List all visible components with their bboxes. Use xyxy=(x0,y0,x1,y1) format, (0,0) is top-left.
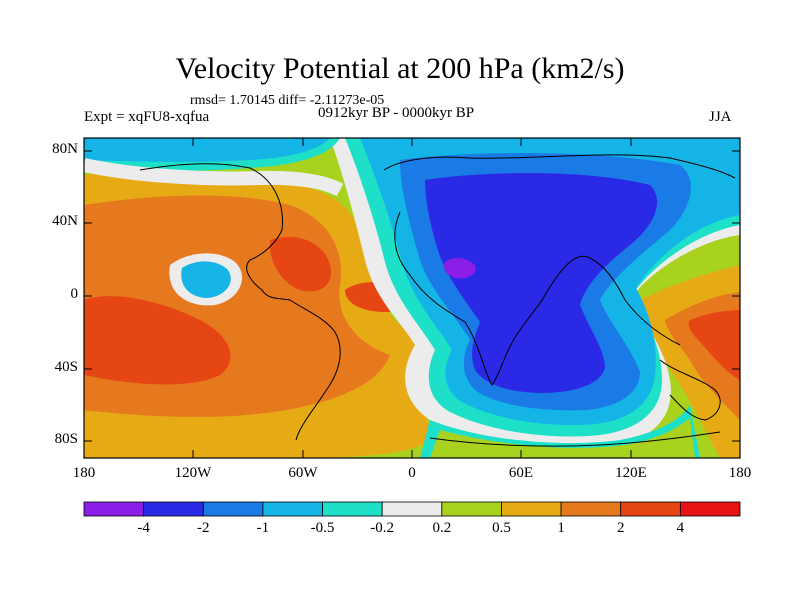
contour-band-south-green xyxy=(430,418,695,458)
contour-band-2-4-caribbean xyxy=(269,236,331,292)
colorbar-label: -2 xyxy=(197,520,210,536)
colorbar-swatch xyxy=(322,501,383,517)
colorbar-swatch xyxy=(501,501,562,517)
colorbar-label: 0.5 xyxy=(492,520,511,536)
experiment-label: Expt = xqFU8-xqfua xyxy=(84,109,210,125)
colorbar-swatch xyxy=(620,501,681,517)
page-title: Velocity Potential at 200 hPa (km2/s) xyxy=(175,52,625,85)
lon-label-60w: 60W xyxy=(288,465,318,481)
lat-label-80n: 80N xyxy=(52,141,78,157)
lon-label-180w: 180 xyxy=(72,465,96,481)
colorbar-swatch xyxy=(381,501,443,517)
contour-band-neg-2-4 xyxy=(425,173,658,393)
contour-band-arctic-inner xyxy=(84,138,330,162)
lat-label-80s: 80S xyxy=(54,431,78,447)
season-label: JJA xyxy=(709,109,732,125)
lon-label-120e: 120E xyxy=(615,465,647,481)
lon-label-120w: 120W xyxy=(174,465,212,481)
contour-band-2-4-pacific xyxy=(84,296,231,385)
lon-label-180e: 180 xyxy=(728,465,752,481)
coastlines xyxy=(139,154,736,447)
colorbar-swatch xyxy=(83,501,145,517)
colorbar-swatch xyxy=(441,501,502,517)
colorbar-label: -1 xyxy=(256,520,270,536)
colorbar-swatch xyxy=(560,501,622,517)
colorbar xyxy=(83,501,741,517)
lat-label-40n: 40N xyxy=(52,213,78,229)
colorbar-label: -4 xyxy=(137,520,150,536)
contour-band-neg-4 xyxy=(444,258,476,279)
contour-band-2-4-west-pacific xyxy=(688,310,740,380)
lon-label-0: 0 xyxy=(408,465,416,481)
period-label: 0912kyr BP - 0000kyr BP xyxy=(318,105,475,121)
colorbar-label: 0.2 xyxy=(432,520,452,536)
colorbar-swatch xyxy=(262,501,323,517)
stats-text: rmsd= 1.70145 diff= -2.11273e-05 xyxy=(190,93,385,108)
contour-band-neg-small-inner xyxy=(181,261,231,298)
colorbar-swatch xyxy=(143,501,204,517)
colorbar-swatch xyxy=(679,501,741,517)
lat-label-40s: 40S xyxy=(54,359,78,375)
contour-band-arctic-white xyxy=(84,158,344,197)
colorbar-label: 4 xyxy=(676,520,685,536)
colorbar-label: 2 xyxy=(616,520,625,536)
axis-ticks xyxy=(83,138,741,458)
colorbar-label: -0.5 xyxy=(310,520,335,536)
colorbar-label: -0.2 xyxy=(370,520,395,536)
lon-label-60e: 60E xyxy=(508,465,534,481)
contour-field xyxy=(84,138,740,458)
colorbar-swatch xyxy=(202,501,264,517)
colorbar-label: 1 xyxy=(557,520,565,536)
lat-label-0: 0 xyxy=(70,286,79,302)
